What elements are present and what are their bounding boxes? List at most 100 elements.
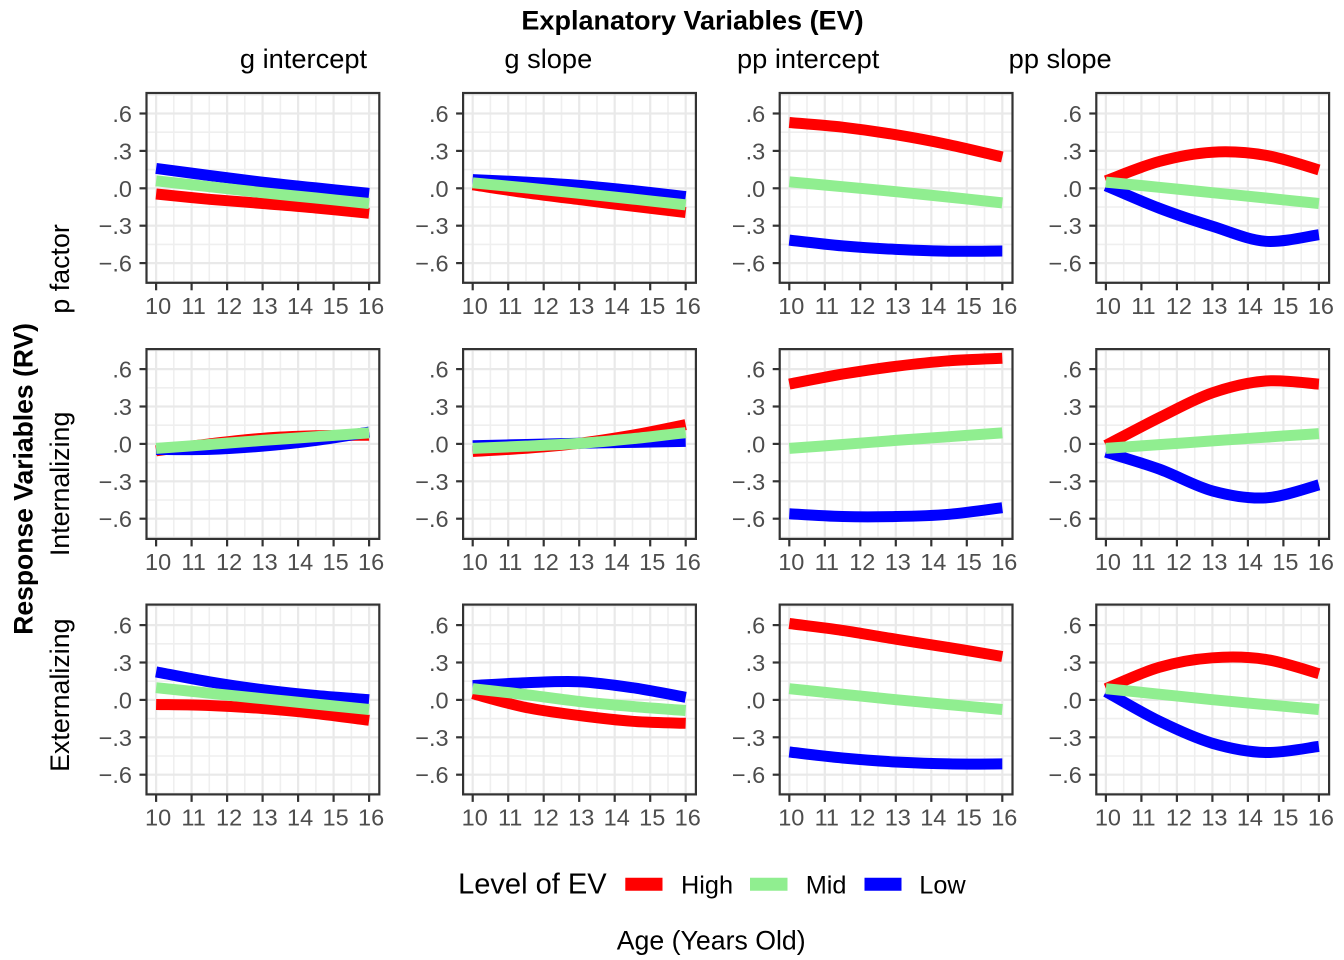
svg-text:−.6: −.6 (1048, 251, 1081, 277)
svg-text:.3: .3 (429, 394, 449, 420)
svg-text:Explanatory Variables (EV): Explanatory Variables (EV) (521, 6, 863, 36)
svg-text:Externalizing: Externalizing (45, 618, 75, 771)
svg-text:−.3: −.3 (415, 469, 448, 495)
svg-text:14: 14 (920, 293, 946, 319)
svg-text:−.6: −.6 (1048, 506, 1081, 532)
svg-text:11: 11 (1131, 293, 1155, 319)
svg-text:.0: .0 (746, 687, 766, 713)
svg-text:12: 12 (1166, 293, 1192, 319)
svg-text:.3: .3 (112, 394, 132, 420)
svg-text:12: 12 (216, 804, 242, 830)
svg-text:.6: .6 (112, 101, 132, 127)
svg-text:11: 11 (498, 804, 522, 830)
svg-text:12: 12 (533, 804, 559, 830)
svg-text:.6: .6 (1062, 613, 1082, 639)
svg-text:−.3: −.3 (99, 213, 132, 239)
svg-text:15: 15 (323, 293, 349, 319)
svg-text:13: 13 (568, 549, 594, 575)
svg-text:.6: .6 (1062, 357, 1082, 383)
svg-text:.3: .3 (1062, 138, 1082, 164)
svg-text:−.6: −.6 (732, 762, 765, 788)
svg-text:13: 13 (1201, 549, 1227, 575)
svg-text:11: 11 (815, 804, 839, 830)
svg-text:16: 16 (1308, 804, 1334, 830)
svg-text:.3: .3 (429, 138, 449, 164)
svg-text:14: 14 (920, 804, 946, 830)
svg-text:.6: .6 (429, 101, 449, 127)
svg-text:.6: .6 (1062, 101, 1082, 127)
svg-text:13: 13 (1201, 804, 1227, 830)
svg-text:16: 16 (991, 804, 1017, 830)
svg-text:.3: .3 (112, 138, 132, 164)
svg-text:10: 10 (145, 549, 171, 575)
svg-text:.0: .0 (112, 687, 132, 713)
svg-text:13: 13 (252, 549, 278, 575)
svg-text:12: 12 (849, 293, 875, 319)
svg-text:14: 14 (604, 293, 630, 319)
svg-text:−.3: −.3 (415, 213, 448, 239)
svg-text:.6: .6 (112, 357, 132, 383)
svg-text:.0: .0 (112, 176, 132, 202)
svg-text:.3: .3 (429, 650, 449, 676)
svg-text:−.6: −.6 (732, 506, 765, 532)
svg-text:−.3: −.3 (732, 469, 765, 495)
svg-text:10: 10 (1095, 804, 1121, 830)
svg-text:11: 11 (181, 804, 205, 830)
svg-text:−.6: −.6 (1048, 762, 1081, 788)
svg-text:.3: .3 (746, 394, 766, 420)
svg-text:.3: .3 (746, 650, 766, 676)
svg-text:15: 15 (1272, 293, 1298, 319)
svg-text:16: 16 (1308, 549, 1334, 575)
svg-text:.0: .0 (746, 431, 766, 457)
svg-text:15: 15 (1272, 804, 1298, 830)
svg-text:13: 13 (252, 293, 278, 319)
svg-text:p factor: p factor (45, 224, 75, 313)
svg-text:15: 15 (956, 293, 982, 319)
svg-text:−.3: −.3 (415, 725, 448, 751)
svg-text:Level of EV: Level of EV (458, 868, 607, 900)
svg-text:−.3: −.3 (1048, 725, 1081, 751)
svg-text:11: 11 (498, 293, 522, 319)
svg-text:14: 14 (287, 293, 313, 319)
svg-text:12: 12 (849, 804, 875, 830)
svg-text:16: 16 (991, 293, 1017, 319)
svg-text:14: 14 (1237, 293, 1263, 319)
svg-text:.0: .0 (1062, 176, 1082, 202)
svg-text:.6: .6 (429, 613, 449, 639)
svg-text:10: 10 (145, 804, 171, 830)
svg-text:−.3: −.3 (732, 213, 765, 239)
svg-text:−.6: −.6 (415, 506, 448, 532)
svg-text:15: 15 (639, 549, 665, 575)
svg-text:Age (Years Old): Age (Years Old) (617, 926, 806, 956)
svg-text:.6: .6 (746, 101, 766, 127)
svg-text:11: 11 (1131, 804, 1155, 830)
svg-text:.0: .0 (1062, 687, 1082, 713)
svg-text:−.3: −.3 (99, 469, 132, 495)
svg-text:Response Variables (RV): Response Variables (RV) (9, 323, 39, 635)
svg-text:13: 13 (885, 549, 911, 575)
svg-text:.0: .0 (429, 431, 449, 457)
svg-text:pp slope: pp slope (1009, 43, 1112, 74)
svg-text:15: 15 (639, 293, 665, 319)
svg-text:11: 11 (815, 549, 839, 575)
svg-text:pp intercept: pp intercept (737, 43, 880, 74)
svg-text:16: 16 (675, 549, 701, 575)
svg-text:15: 15 (639, 804, 665, 830)
svg-text:14: 14 (1237, 804, 1263, 830)
svg-text:16: 16 (991, 549, 1017, 575)
svg-text:11: 11 (815, 293, 839, 319)
svg-text:11: 11 (1131, 549, 1155, 575)
svg-text:Mid: Mid (806, 872, 847, 900)
svg-text:.0: .0 (746, 176, 766, 202)
svg-text:10: 10 (778, 549, 804, 575)
svg-text:10: 10 (462, 549, 488, 575)
svg-text:11: 11 (181, 549, 205, 575)
svg-text:10: 10 (778, 293, 804, 319)
svg-text:14: 14 (287, 549, 313, 575)
svg-text:13: 13 (885, 293, 911, 319)
svg-text:−.3: −.3 (99, 725, 132, 751)
svg-text:−.6: −.6 (732, 251, 765, 277)
svg-text:.0: .0 (1062, 431, 1082, 457)
svg-text:.6: .6 (746, 357, 766, 383)
svg-text:12: 12 (216, 549, 242, 575)
